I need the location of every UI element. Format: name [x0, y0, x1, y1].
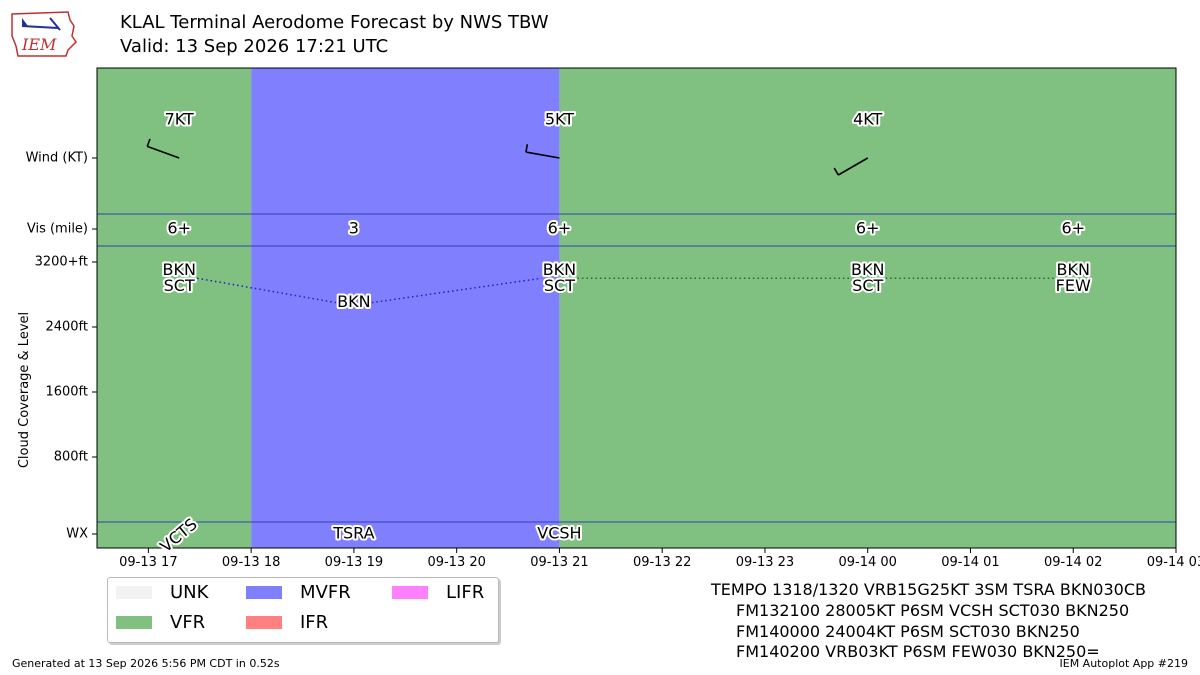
chart-subtitle: Valid: 13 Sep 2026 17:21 UTC — [120, 36, 389, 57]
cloud-level-line — [371, 277, 542, 304]
cloud-coverage-label: SCT — [852, 276, 883, 295]
visibility-label: 6+ — [856, 219, 880, 238]
cloud-coverage-label-halo: SCT — [164, 276, 195, 295]
weather-label-halo: TSRA — [332, 524, 374, 543]
visibility-label-halo: 3 — [349, 219, 359, 238]
x-tick-label: 09-14 03 — [1147, 555, 1200, 570]
x-tick-label: 09-13 23 — [736, 555, 794, 570]
chart-title: KLAL Terminal Aerodome Forecast by NWS T… — [120, 12, 549, 33]
cloud-coverage-label: BKN — [162, 260, 195, 279]
y-tick-label: 1600ft — [45, 385, 88, 400]
x-tick-label: 09-13 19 — [325, 555, 383, 570]
cloud-level-line — [197, 277, 337, 304]
cloud-coverage-label: FEW — [1056, 276, 1091, 295]
wind-speed-label-halo: 5KT — [545, 110, 574, 129]
legend-label: VFR — [170, 612, 206, 633]
legend-swatch-unk — [116, 586, 152, 599]
legend-item-vfr: VFR — [116, 612, 205, 633]
x-tick-label: 09-13 17 — [119, 555, 177, 570]
x-tick-label: 09-13 18 — [222, 555, 280, 570]
wind-barb — [146, 145, 180, 159]
taf-line: FM140000 24004KT P6SM SCT030 BKN250 — [736, 622, 1080, 641]
cloud-coverage-label: SCT — [544, 276, 575, 295]
wind-speed-label-halo: 4KT — [853, 110, 882, 129]
legend-label: LIFR — [446, 582, 485, 603]
legend-swatch-vfr — [116, 616, 152, 629]
y-tick-label: WX — [66, 527, 88, 542]
category-period — [559, 68, 1176, 548]
cloud-coverage-label-halo: SCT — [544, 276, 575, 295]
cloud-coverage-label-halo: BKN — [1057, 260, 1090, 279]
wind-barb — [525, 151, 560, 159]
legend-swatch-lifr — [392, 586, 428, 599]
legend-label: MVFR — [300, 582, 351, 603]
iem-logo: IEM — [8, 6, 82, 62]
taf-line: FM140200 VRB03KT P6SM FEW030 BKN250= — [736, 642, 1100, 661]
legend-label: UNK — [170, 582, 209, 603]
weather-label: TSRA — [332, 524, 374, 543]
y-tick-label: 800ft — [54, 450, 88, 465]
wind-speed-label: 7KT — [165, 110, 194, 129]
cloud-coverage-label: BKN — [543, 260, 576, 279]
wind-barb-flag — [525, 144, 529, 153]
y-tick-label: Wind (KT) — [26, 151, 88, 166]
cloud-coverage-label: BKN — [1057, 260, 1090, 279]
cloud-coverage-label-halo: BKN — [543, 260, 576, 279]
legend-item-mvfr: MVFR — [246, 582, 351, 603]
legend-label: IFR — [300, 612, 329, 633]
y-tick-label: 2400ft — [45, 320, 88, 335]
generated-note: Generated at 13 Sep 2026 5:56 PM CDT in … — [12, 657, 280, 670]
category-period — [251, 68, 560, 548]
legend-swatch-mvfr — [246, 586, 282, 599]
wind-speed-label-halo: 7KT — [165, 110, 194, 129]
cloud-coverage-label: BKN — [337, 292, 370, 311]
legend-item-ifr: IFR — [246, 612, 328, 633]
category-period — [97, 68, 252, 548]
legend-swatch-ifr — [246, 616, 282, 629]
x-tick-label: 09-13 21 — [530, 555, 588, 570]
wind-speed-label: 4KT — [853, 110, 882, 129]
wind-barb — [837, 157, 869, 176]
visibility-label: 6+ — [167, 219, 191, 238]
taf-line: TEMPO 1318/1320 VRB15G25KT 3SM TSRA BKN0… — [711, 580, 1146, 599]
cloud-coverage-label: BKN — [851, 260, 884, 279]
visibility-label: 6+ — [1061, 219, 1085, 238]
cloud-coverage-label-halo: BKN — [337, 292, 370, 311]
legend: UNK VFR MVFR IFR LIFR — [107, 577, 499, 643]
x-tick-label: 09-13 22 — [633, 555, 691, 570]
x-tick-label: 09-14 00 — [838, 555, 896, 570]
x-tick-label: 09-14 01 — [941, 555, 999, 570]
visibility-label: 6+ — [548, 219, 572, 238]
y-tick-label: Vis (mile) — [27, 222, 88, 237]
wind-speed-label: 5KT — [545, 110, 574, 129]
cloud-coverage-label-halo: FEW — [1056, 276, 1091, 295]
visibility-label-halo: 6+ — [548, 219, 572, 238]
app-note: IEM Autoplot App #219 — [1059, 657, 1189, 670]
weather-label-halo: VCSH — [537, 524, 581, 543]
wind-barb-flag — [833, 167, 839, 176]
cloud-coverage-label-halo: BKN — [851, 260, 884, 279]
weather-label: VCSH — [537, 524, 581, 543]
x-tick-label: 09-14 02 — [1044, 555, 1102, 570]
cloud-coverage-label-halo: SCT — [852, 276, 883, 295]
x-tick-label: 09-13 20 — [427, 555, 485, 570]
plot-frame — [96, 67, 1177, 549]
y-tick-label: 3200+ft — [35, 255, 88, 270]
y-axis-title: Cloud Coverage & Level — [17, 312, 32, 468]
visibility-label-halo: 6+ — [1061, 219, 1085, 238]
wind-barb-flag — [146, 138, 151, 147]
visibility-label: 3 — [349, 219, 359, 238]
logo-text: IEM — [21, 35, 57, 54]
taf-line: FM132100 28005KT P6SM VCSH SCT030 BKN250 — [736, 601, 1130, 620]
visibility-label-halo: 6+ — [856, 219, 880, 238]
legend-item-unk: UNK — [116, 582, 208, 603]
legend-item-lifr: LIFR — [392, 582, 484, 603]
cloud-coverage-label: SCT — [164, 276, 195, 295]
visibility-label-halo: 6+ — [167, 219, 191, 238]
cloud-coverage-label-halo: BKN — [162, 260, 195, 279]
